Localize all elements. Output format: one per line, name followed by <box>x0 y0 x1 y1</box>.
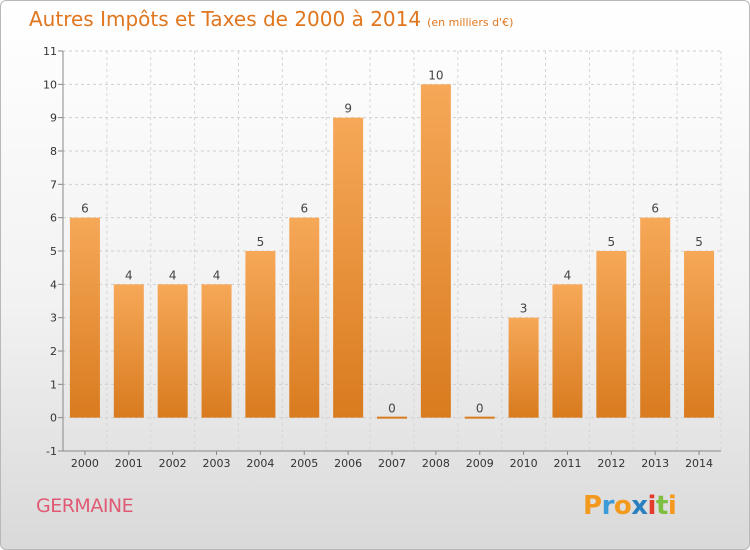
value-label: 4 <box>213 268 221 282</box>
value-label: 6 <box>651 202 659 216</box>
bar <box>113 284 144 418</box>
bar <box>289 217 320 418</box>
logo-letter: r <box>601 491 615 521</box>
x-tick-label: 2003 <box>203 457 231 470</box>
proxiti-logo[interactable]: Proxiti <box>583 491 677 521</box>
y-tick-label: 8 <box>50 145 57 158</box>
x-tick-label: 2006 <box>334 457 362 470</box>
value-label: 10 <box>428 68 443 82</box>
x-tick-label: 2009 <box>466 457 494 470</box>
y-tick-label: 1 <box>50 378 57 391</box>
value-label: 6 <box>300 202 308 216</box>
x-tick-label: 2013 <box>641 457 669 470</box>
bar <box>596 251 627 418</box>
value-label: 0 <box>476 402 484 416</box>
y-tick-label: 0 <box>50 412 57 425</box>
x-tick-label: 2004 <box>246 457 274 470</box>
value-label: 0 <box>388 402 396 416</box>
value-label: 4 <box>564 268 572 282</box>
bar <box>245 251 276 418</box>
chart-title: Autres Impôts et Taxes de 2000 à 2014 (en… <box>29 7 513 31</box>
logo-letter: i <box>667 491 677 521</box>
y-tick-label: 11 <box>43 45 57 58</box>
value-labels: 6 4 4 4 5 6 9 0 10 0 3 4 5 6 5 <box>81 68 703 415</box>
y-tick-label: 9 <box>50 112 57 125</box>
bar <box>377 416 407 419</box>
x-tick-label: 2001 <box>115 457 143 470</box>
value-label: 5 <box>257 235 265 249</box>
x-tick-label: 2002 <box>159 457 187 470</box>
bar <box>552 284 583 418</box>
logo-letter: x <box>631 491 648 521</box>
y-tick-label: 6 <box>50 212 57 225</box>
x-tick-label: 2012 <box>597 457 625 470</box>
y-tick-label: 3 <box>50 312 57 325</box>
bar <box>640 217 671 418</box>
x-tick-label: 2005 <box>290 457 318 470</box>
value-label: 4 <box>169 268 177 282</box>
bar <box>420 84 451 418</box>
y-tick-label: 4 <box>50 278 57 291</box>
value-label: 9 <box>344 102 352 116</box>
value-label: 5 <box>608 235 616 249</box>
logo-letter: i <box>647 491 657 521</box>
bar <box>201 284 232 418</box>
x-tick-label: 2008 <box>422 457 450 470</box>
axes: -1 0 1 2 3 4 5 6 7 8 9 10 11 2000 2001 2002 2003 2004 2005… <box>43 45 721 470</box>
title-text: Autres Impôts et Taxes de 2000 à 2014 <box>29 7 422 31</box>
value-label: 4 <box>125 268 133 282</box>
y-tick-label: 2 <box>50 345 57 358</box>
bar <box>157 284 188 418</box>
x-tick-label: 2000 <box>71 457 99 470</box>
logo-letter: P <box>583 491 602 521</box>
value-label: 5 <box>695 235 703 249</box>
bar <box>69 217 100 418</box>
bar <box>508 317 539 418</box>
x-tick-label: 2007 <box>378 457 406 470</box>
logo-letter: t <box>655 491 668 521</box>
value-label: 3 <box>520 302 528 316</box>
value-label: 6 <box>81 202 89 216</box>
x-tick-label: 2011 <box>553 457 581 470</box>
x-tick-label: 2014 <box>685 457 713 470</box>
bar <box>684 251 715 418</box>
y-tick-label: 7 <box>50 178 57 191</box>
y-tick-label: -1 <box>46 445 57 458</box>
y-tick-label: 10 <box>43 78 57 91</box>
commune-name: GERMAINE <box>36 495 134 517</box>
bar <box>464 416 495 419</box>
bars <box>69 84 715 419</box>
y-tick-label: 5 <box>50 245 57 258</box>
bar <box>333 117 364 418</box>
logo-letter: o <box>613 491 632 521</box>
unit-label: (en milliers d'€) <box>427 16 514 29</box>
x-tick-label: 2010 <box>510 457 538 470</box>
